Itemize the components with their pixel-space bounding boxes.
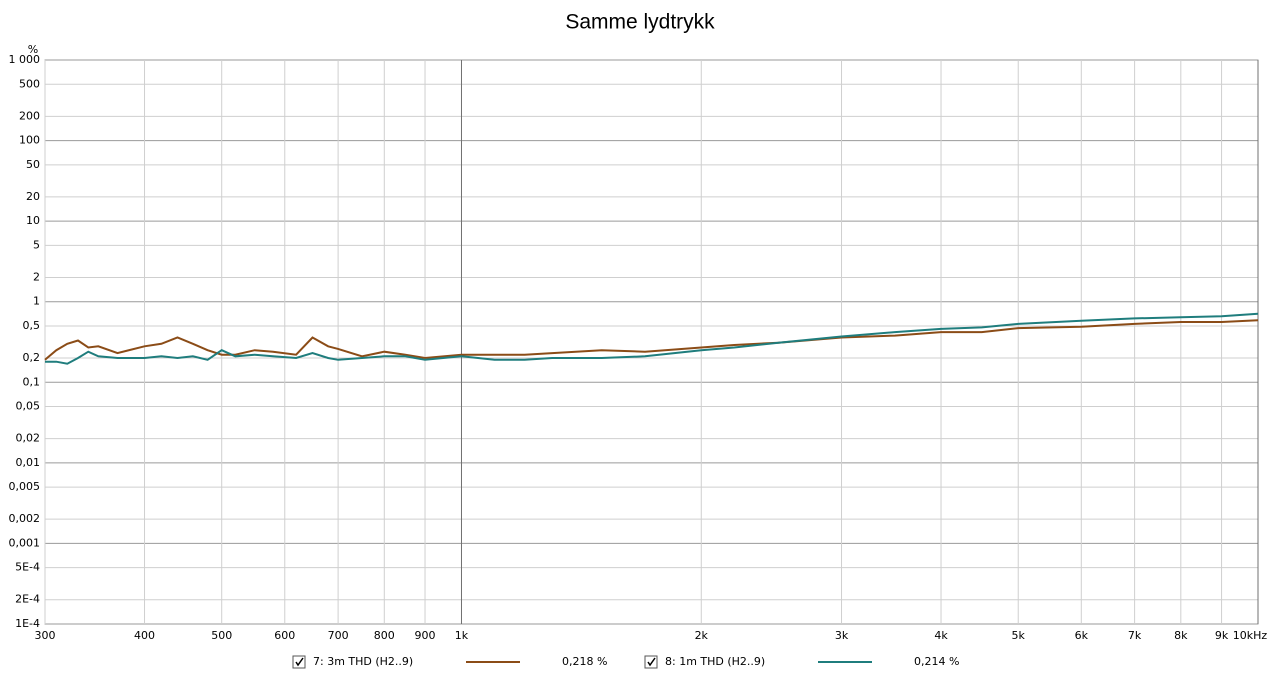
y-tick-label: 0,1 — [23, 375, 41, 388]
x-tick-label: 9k — [1215, 629, 1229, 642]
x-tick-label: 2k — [695, 629, 709, 642]
y-tick-label: 20 — [26, 190, 40, 203]
legend-check — [295, 657, 304, 667]
x-tick-label: 10kHz — [1233, 629, 1268, 642]
x-tick-label: 900 — [415, 629, 436, 642]
data-line — [44, 319, 1259, 361]
legend-readout: 0,214 % — [914, 655, 959, 668]
y-tick-label: 0,005 — [9, 480, 41, 493]
legend-label: 7: 3m THD (H2..9) — [313, 655, 413, 668]
x-tick-label: 600 — [274, 629, 295, 642]
y-tick-label: 0,05 — [16, 400, 41, 413]
y-tick-label: 0,02 — [16, 432, 41, 445]
y-tick-label: 500 — [19, 77, 40, 90]
y-unit: % — [28, 43, 38, 56]
y-tick-label: 5 — [33, 238, 40, 251]
y-tick-label: 0,002 — [9, 512, 41, 525]
y-tick-label: 1E-4 — [15, 617, 40, 630]
x-tick-label: 500 — [211, 629, 232, 642]
legend-checkbox — [644, 655, 658, 669]
legend-checkbox — [292, 655, 306, 669]
legend-readout: 0,218 % — [562, 655, 607, 668]
x-tick-label: 1k — [455, 629, 469, 642]
y-tick-label: 2E-4 — [15, 593, 40, 606]
plot-area — [44, 59, 1259, 625]
x-tick-label: 6k — [1075, 629, 1089, 642]
x-tick-label: 4k — [934, 629, 948, 642]
x-tick-label: 7k — [1128, 629, 1142, 642]
x-tick-label: 300 — [35, 629, 56, 642]
y-tick-label: 0,2 — [23, 351, 41, 364]
x-tick-label: 5k — [1012, 629, 1026, 642]
y-tick-label: 50 — [26, 158, 40, 171]
x-tick-label: 700 — [328, 629, 349, 642]
y-tick-label: 2 — [33, 270, 40, 283]
x-tick-label: 400 — [134, 629, 155, 642]
y-tick-label: 0,01 — [16, 456, 41, 469]
y-tick-label: 100 — [19, 134, 40, 147]
y-tick-label: 0,001 — [9, 536, 41, 549]
y-tick-label: 1 000 — [9, 53, 41, 66]
x-tick-label: 800 — [374, 629, 395, 642]
x-tick-label: 3k — [835, 629, 849, 642]
legend-label: 8: 1m THD (H2..9) — [665, 655, 765, 668]
x-tick-label: 8k — [1174, 629, 1188, 642]
y-tick-label: 1 — [33, 295, 40, 308]
y-tick-label: 10 — [26, 214, 40, 227]
y-tick-label: 0,5 — [23, 319, 41, 332]
y-tick-label: 200 — [19, 109, 40, 122]
chart-title: Samme lydtrykk — [565, 11, 715, 34]
legend-check — [647, 657, 656, 667]
data-line — [45, 312, 1259, 365]
y-tick-label: 5E-4 — [15, 561, 40, 574]
